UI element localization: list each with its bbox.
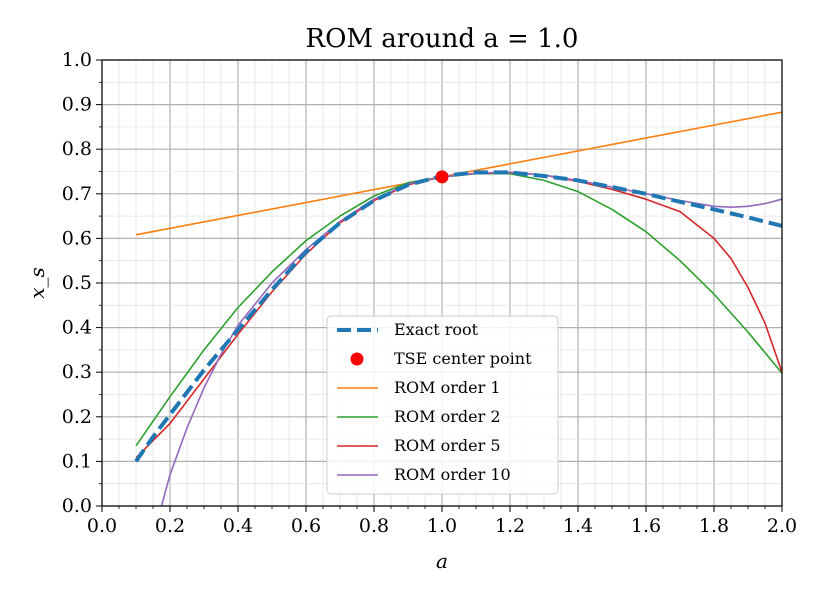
legend-item: ROM order 10: [337, 465, 511, 484]
x-tick-label: 0.2: [155, 515, 185, 537]
x-tick-label: 1.2: [495, 515, 525, 537]
x-tick-label: 0.0: [87, 515, 117, 537]
legend: Exact root TSE center point ROM order 1 ROM…: [326, 315, 559, 495]
x-tick-label: 0.8: [359, 515, 389, 537]
y-tick-label: 0.7: [62, 183, 92, 205]
legend-marker: [350, 352, 364, 366]
chart-title: ROM around a = 1.0: [306, 24, 579, 54]
x-tick-label: 0.4: [223, 515, 253, 537]
x-tick-label: 1.8: [699, 515, 729, 537]
y-tick-label: 0.8: [62, 138, 92, 160]
tse-center-point-marker: [435, 170, 449, 184]
legend-label: Exact root: [394, 320, 479, 339]
y-tick-label: 0.4: [62, 317, 92, 339]
x-tick-label: 2.0: [767, 515, 797, 537]
legend-label: ROM order 10: [394, 465, 511, 484]
y-tick-label: 0.9: [62, 94, 92, 116]
y-tick-label: 0.1: [62, 450, 92, 472]
y-tick-label: 0.5: [62, 272, 92, 294]
y-tick-label: 0.0: [62, 495, 92, 517]
y-tick-label: 0.2: [62, 406, 92, 428]
legend-item: ROM order 2: [337, 407, 501, 426]
legend-box: [326, 315, 559, 495]
legend-label: ROM order 5: [394, 436, 501, 455]
legend-item: ROM order 5: [337, 436, 501, 455]
legend-label: TSE center point: [394, 349, 532, 368]
legend-item: ROM order 1: [337, 378, 501, 397]
x-tick-label: 1.0: [427, 515, 457, 537]
x-tick-label: 1.4: [563, 515, 593, 537]
y-tick-label: 1.0: [62, 49, 92, 71]
legend-label: ROM order 1: [394, 378, 501, 397]
legend-item: Exact root: [337, 320, 479, 339]
y-tick-label: 0.3: [62, 361, 92, 383]
axis-ticks: 0.0 0.2 0.4 0.6 0.8 1.0 1.2 1.4 1.6 1.8 2.0 0.0 0.1 0…: [62, 49, 797, 537]
y-axis-label: x_s: [25, 267, 49, 299]
x-axis-label: a: [436, 549, 448, 573]
y-tick-label: 0.6: [62, 227, 92, 249]
x-tick-label: 0.6: [291, 515, 321, 537]
legend-item: TSE center point: [350, 349, 532, 368]
series-group: [134, 111, 783, 507]
legend-label: ROM order 2: [394, 407, 501, 426]
x-tick-label: 1.6: [631, 515, 661, 537]
